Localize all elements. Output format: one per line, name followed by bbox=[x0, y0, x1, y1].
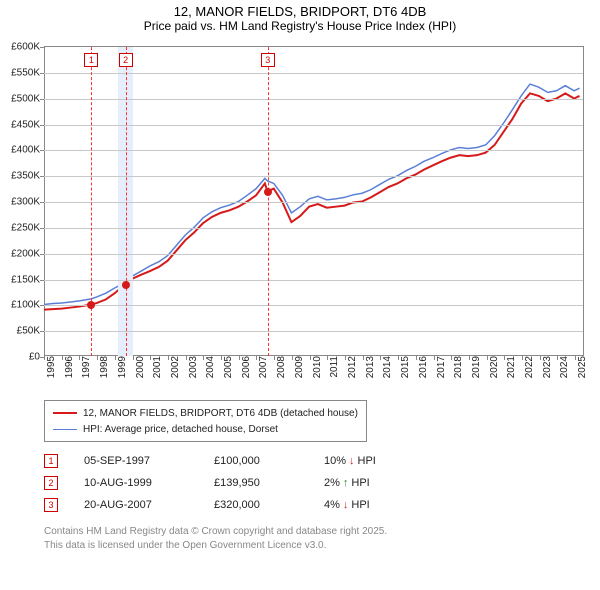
x-axis-label: 2008 bbox=[270, 356, 287, 378]
x-axis-label: 2009 bbox=[288, 356, 305, 378]
x-axis-label: 2004 bbox=[199, 356, 216, 378]
x-axis-label: 1999 bbox=[111, 356, 128, 378]
chart-plot-area: £0£50K£100K£150K£200K£250K£300K£350K£400… bbox=[44, 46, 584, 356]
x-axis-label: 1996 bbox=[58, 356, 75, 378]
x-axis-label: 2000 bbox=[129, 356, 146, 378]
chart-subtitle: Price paid vs. HM Land Registry's House … bbox=[0, 19, 600, 33]
x-axis-label: 2006 bbox=[235, 356, 252, 378]
x-axis-label: 2010 bbox=[306, 356, 323, 378]
x-axis-label: 2025 bbox=[571, 356, 588, 378]
x-axis-label: 2020 bbox=[483, 356, 500, 378]
legend-label: 12, MANOR FIELDS, BRIDPORT, DT6 4DB (det… bbox=[83, 408, 358, 419]
x-axis-label: 2024 bbox=[553, 356, 570, 378]
x-axis-label: 2016 bbox=[412, 356, 429, 378]
y-axis-label: £250K bbox=[11, 222, 44, 233]
x-axis-label: 2017 bbox=[430, 356, 447, 378]
sale-row: 3 20-AUG-2007£320,0004%↓HPI bbox=[44, 494, 414, 516]
sale-marker-box: 2 bbox=[119, 53, 133, 67]
x-axis-label: 2023 bbox=[536, 356, 553, 378]
y-axis-label: £500K bbox=[11, 93, 44, 104]
sale-price: £100,000 bbox=[214, 455, 324, 467]
legend-swatch bbox=[53, 412, 77, 414]
sale-marker-box: 3 bbox=[261, 53, 275, 67]
sale-delta: 10%↓HPI bbox=[324, 455, 414, 467]
sale-delta-suffix: HPI bbox=[351, 499, 369, 511]
sale-delta-pct: 10% bbox=[324, 455, 346, 467]
y-axis-label: £550K bbox=[11, 67, 44, 78]
y-axis-label: £350K bbox=[11, 171, 44, 182]
legend: 12, MANOR FIELDS, BRIDPORT, DT6 4DB (det… bbox=[44, 400, 367, 442]
sale-number-box: 1 bbox=[44, 454, 58, 468]
y-axis-label: £600K bbox=[11, 42, 44, 53]
sale-marker-dot bbox=[264, 188, 272, 196]
sale-delta-pct: 4% bbox=[324, 499, 340, 511]
x-axis-label: 2015 bbox=[394, 356, 411, 378]
sale-marker-line bbox=[126, 47, 127, 356]
sale-marker-dot bbox=[87, 301, 95, 309]
y-axis-label: £200K bbox=[11, 248, 44, 259]
sale-date: 20-AUG-2007 bbox=[84, 499, 214, 511]
sale-delta-pct: 2% bbox=[324, 477, 340, 489]
legend-item: 12, MANOR FIELDS, BRIDPORT, DT6 4DB (det… bbox=[53, 405, 358, 421]
legend-swatch bbox=[53, 429, 77, 430]
x-axis-label: 2021 bbox=[500, 356, 517, 378]
sale-marker-line bbox=[268, 47, 269, 356]
x-axis-label: 2007 bbox=[252, 356, 269, 378]
y-axis-label: £400K bbox=[11, 145, 44, 156]
sale-marker-box: 1 bbox=[84, 53, 98, 67]
sale-date: 05-SEP-1997 bbox=[84, 455, 214, 467]
x-axis-label: 2011 bbox=[323, 356, 340, 378]
x-axis-label: 1995 bbox=[40, 356, 57, 378]
chart-container: 12, MANOR FIELDS, BRIDPORT, DT6 4DB Pric… bbox=[0, 0, 600, 590]
sale-delta: 2%↑HPI bbox=[324, 477, 414, 489]
x-axis-label: 2002 bbox=[164, 356, 181, 378]
sale-row: 1 05-SEP-1997£100,00010%↓HPI bbox=[44, 450, 414, 472]
y-axis-label: £450K bbox=[11, 119, 44, 130]
y-axis-label: £150K bbox=[11, 274, 44, 285]
x-axis-label: 2022 bbox=[518, 356, 535, 378]
delta-arrow-icon: ↑ bbox=[343, 477, 349, 489]
delta-arrow-icon: ↓ bbox=[349, 455, 355, 467]
footer-line: This data is licensed under the Open Gov… bbox=[44, 539, 387, 553]
x-axis-label: 2012 bbox=[341, 356, 358, 378]
header: 12, MANOR FIELDS, BRIDPORT, DT6 4DB Pric… bbox=[0, 0, 600, 33]
x-axis-label: 1997 bbox=[75, 356, 92, 378]
sale-price: £320,000 bbox=[214, 499, 324, 511]
x-axis-label: 2014 bbox=[376, 356, 393, 378]
legend-item: HPI: Average price, detached house, Dors… bbox=[53, 421, 358, 437]
x-axis-label: 2019 bbox=[465, 356, 482, 378]
x-axis-label: 2003 bbox=[182, 356, 199, 378]
sale-number-box: 2 bbox=[44, 476, 58, 490]
sale-marker-line bbox=[91, 47, 92, 356]
y-axis-label: £300K bbox=[11, 197, 44, 208]
x-axis-label: 2005 bbox=[217, 356, 234, 378]
sales-table: 105-SEP-1997£100,00010%↓HPI210-AUG-1999£… bbox=[44, 450, 414, 516]
y-axis-label: £50K bbox=[17, 326, 44, 337]
x-axis-label: 2001 bbox=[146, 356, 163, 378]
sale-row: 2 10-AUG-1999£139,9502%↑HPI bbox=[44, 472, 414, 494]
sale-marker-dot bbox=[122, 281, 130, 289]
x-axis-label: 2018 bbox=[447, 356, 464, 378]
footer-line: Contains HM Land Registry data © Crown c… bbox=[44, 525, 387, 539]
y-axis-label: £100K bbox=[11, 300, 44, 311]
chart-inner: £0£50K£100K£150K£200K£250K£300K£350K£400… bbox=[44, 47, 583, 356]
x-axis-label: 1998 bbox=[93, 356, 110, 378]
sale-price: £139,950 bbox=[214, 477, 324, 489]
sale-number-box: 3 bbox=[44, 498, 58, 512]
chart-title: 12, MANOR FIELDS, BRIDPORT, DT6 4DB bbox=[0, 4, 600, 19]
x-axis-label: 2013 bbox=[359, 356, 376, 378]
delta-arrow-icon: ↓ bbox=[343, 499, 349, 511]
legend-label: HPI: Average price, detached house, Dors… bbox=[83, 424, 278, 435]
footer: Contains HM Land Registry data © Crown c… bbox=[44, 525, 387, 552]
sale-date: 10-AUG-1999 bbox=[84, 477, 214, 489]
sale-delta-suffix: HPI bbox=[358, 455, 376, 467]
sale-delta-suffix: HPI bbox=[351, 477, 369, 489]
sale-delta: 4%↓HPI bbox=[324, 499, 414, 511]
